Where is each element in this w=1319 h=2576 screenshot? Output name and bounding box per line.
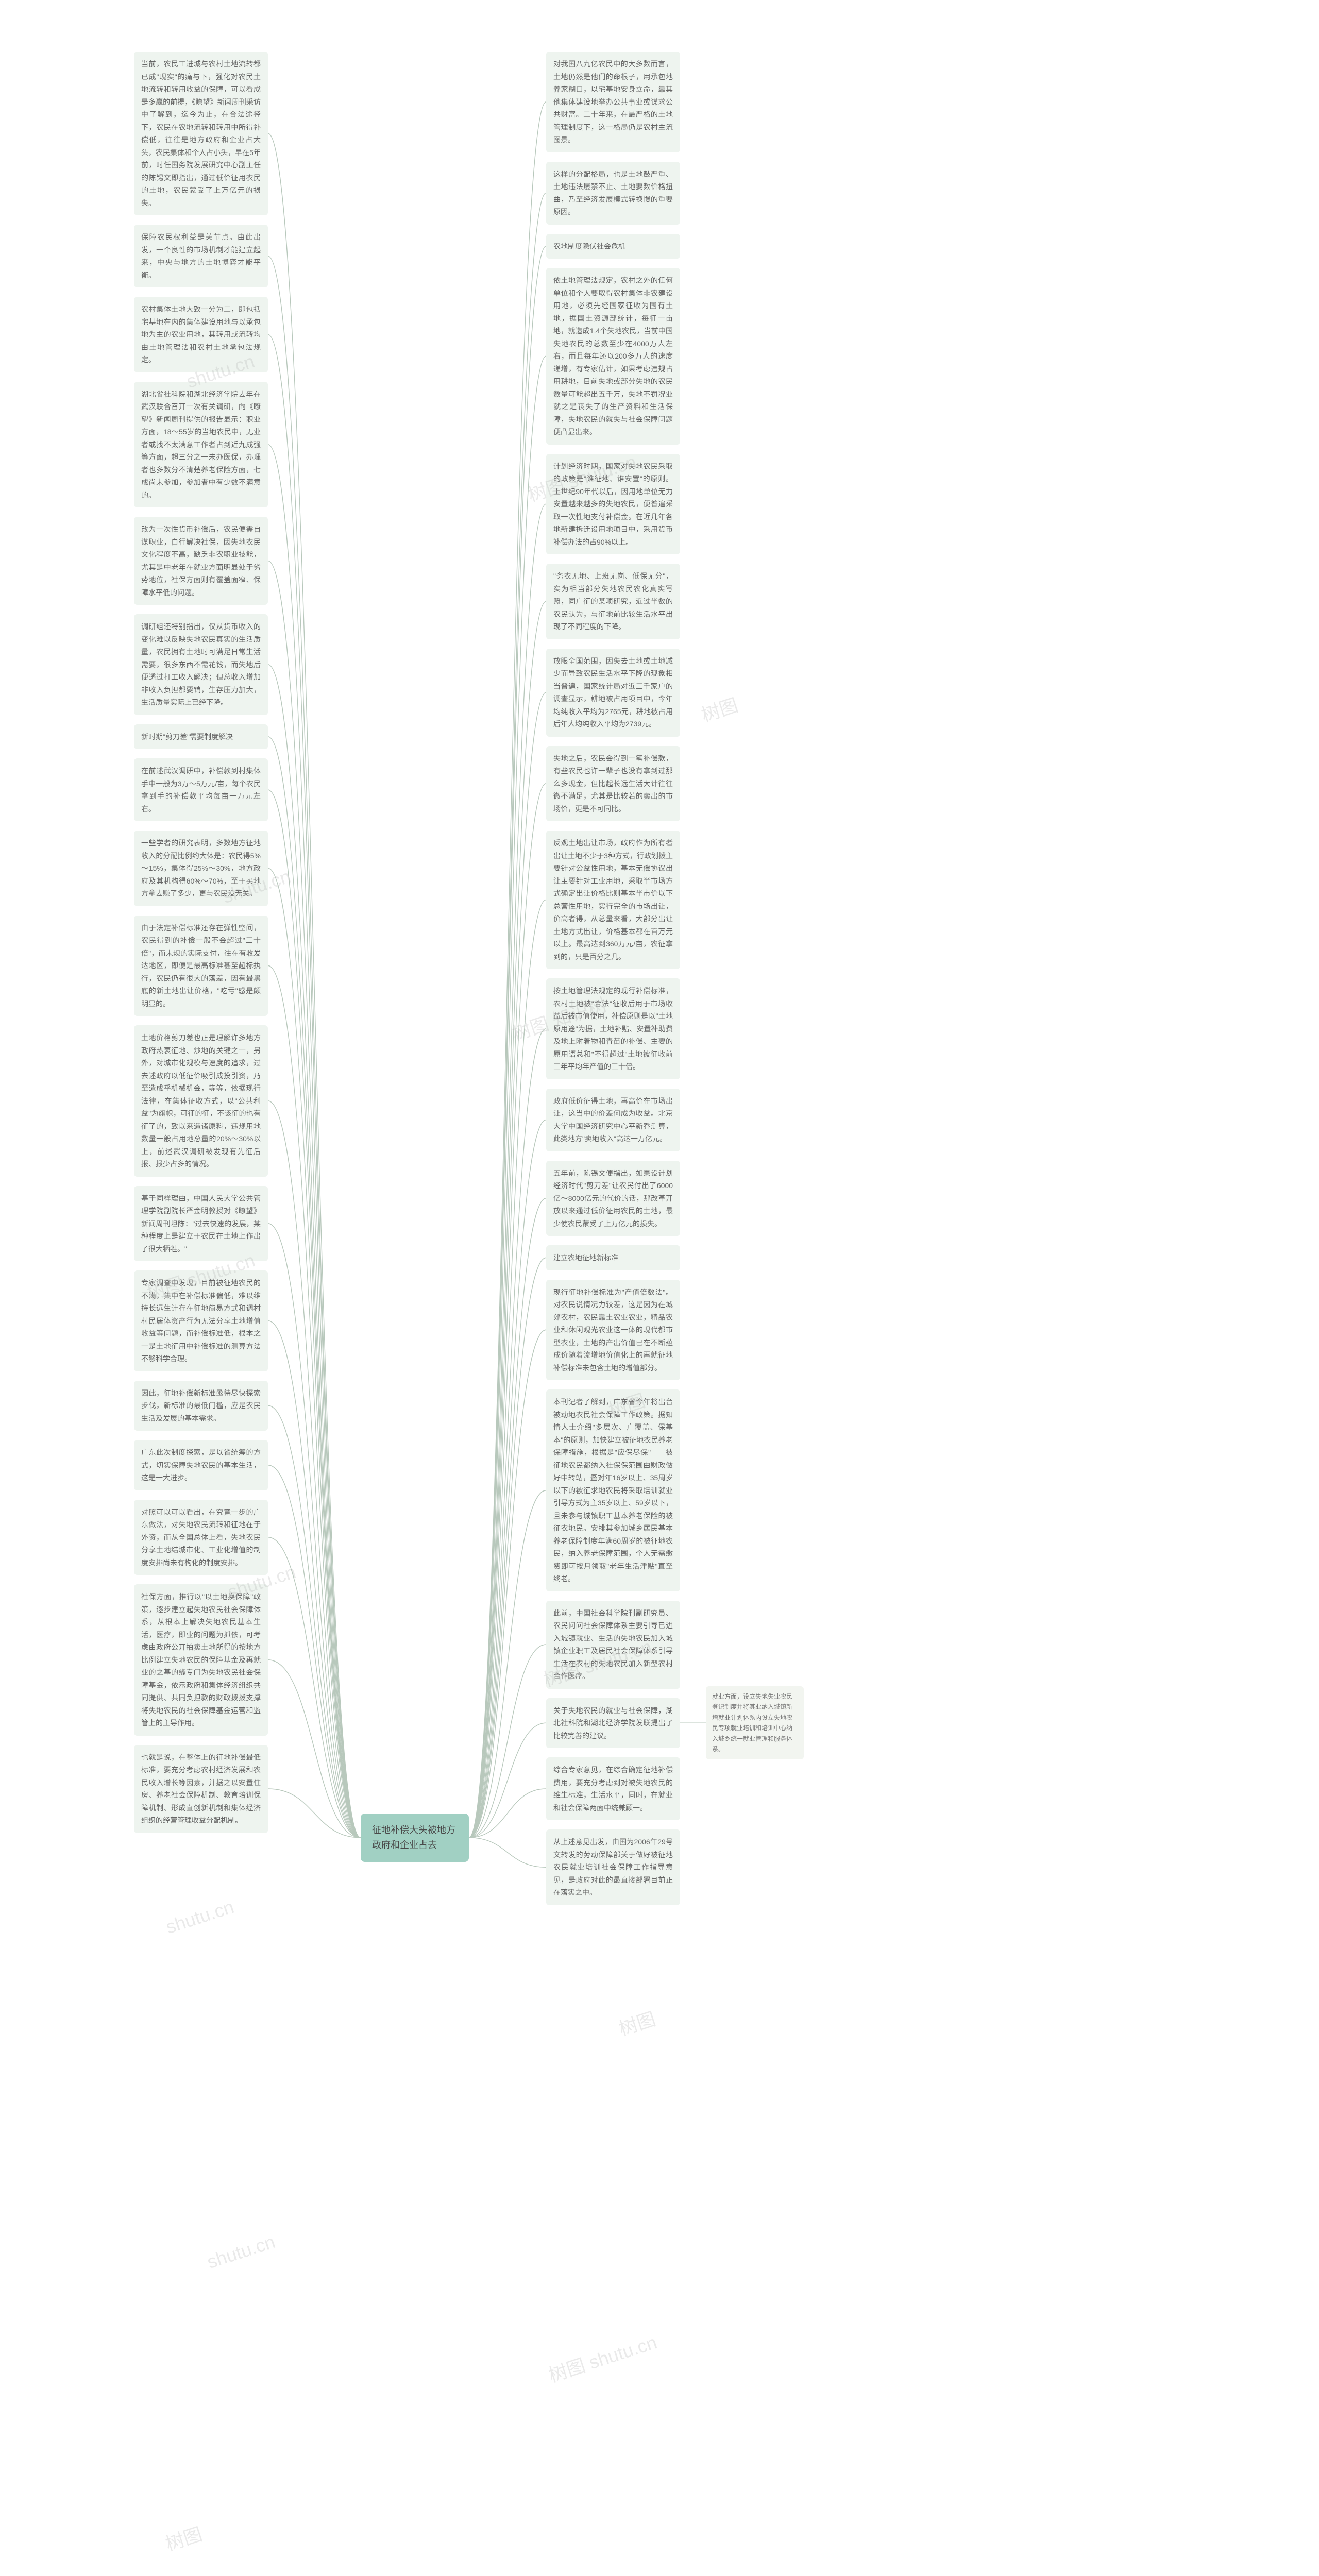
left-node-8: 一些学者的研究表明，多数地方征地收入的分配比例约大体是：农民得5%～15%，集体… — [134, 831, 268, 906]
right-node-16: 关于失地农民的就业与社会保障，湖北社科院和湖北经济学院发联提出了比较完善的建议。 — [546, 1698, 680, 1749]
right-node-4: 计划经济时期，国家对失地农民采取的政策是"谁征地、谁安置"的原则。上世纪90年代… — [546, 454, 680, 555]
left-branch: 当前，农民工进城与农村土地流转都已成"现实"的痛与下，强化对农民土地流转和转用收… — [134, 52, 268, 1833]
left-node-7: 在前述武汉调研中，补偿款到村集体手中一般为3万～5万元/亩，每个农民拿到手的补偿… — [134, 758, 268, 821]
center-node: 征地补偿大头被地方政府和企业占去 — [361, 1814, 469, 1862]
left-node-12: 专家调查中发现，目前被征地农民的不满，集中在补偿标准偏低，难以维持长远生计存在征… — [134, 1270, 268, 1371]
right-node-12: 建立农地征地新标准 — [546, 1245, 680, 1270]
right-node-7: 失地之后，农民会得到一笔补偿款，有些农民也许一辈子也没有拿到过那么多现金，但比起… — [546, 746, 680, 822]
right-node-5: "务农无地、上班无岗、低保无分"，实为相当部分失地农民农化真实写照，同广征的某项… — [546, 564, 680, 639]
watermark-13: 树图 — [162, 2519, 206, 2556]
left-node-11: 基于同样理由，中国人民大学公共管理学院副院长严金明教授对《瞭望》新闻周刊坦陈："… — [134, 1186, 268, 1262]
right-node-15: 此前，中国社会科学院刊副研究员、农民问问社会保障体系主要引导已进入城镇就业、生活… — [546, 1601, 680, 1689]
right-node-2: 农地制度隐伏社会危机 — [546, 234, 680, 259]
right-node-6: 放眼全国范围，因失去土地或土地减少而导致农民生活水平下降的现象相当普遍，国家统计… — [546, 649, 680, 737]
right-node-17: 综合专家意见，在综合确定征地补偿费用，要充分考虑到对被失地农民的维生标准，生活水… — [546, 1757, 680, 1820]
left-node-10: 土地价格剪刀差也正是理解许多地方政府热衷征地、炒地的关键之一，另外，对城市化规模… — [134, 1025, 268, 1177]
watermark-2: 树图 — [698, 690, 741, 727]
left-node-2: 农村集体土地大致一分为二，即包括宅基地在内的集体建设用地与以承包地为主的农业用地… — [134, 297, 268, 372]
right-node-10: 政府低价征得土地，再高价在市场出让，这当中的价差何成为收益。北京大学中国经济研究… — [546, 1089, 680, 1151]
right-node-0: 对我国八九亿农民中的大多数而言，土地仍然是他们的命根子，用承包地养家糊口，以宅基… — [546, 52, 680, 152]
left-node-5: 调研组还特别指出，仅从货币收入的变化难以反映失地农民真实的生活质量，农民拥有土地… — [134, 614, 268, 715]
right-node-14: 本刊记者了解到，广东省今年将出台被动地农民社会保障工作政策。据知情人士介绍"多层… — [546, 1389, 680, 1591]
watermark-10: 树图 — [615, 2004, 659, 2041]
left-node-6: 新时期"剪刀差"需要制度解决 — [134, 724, 268, 750]
left-node-4: 改为一次性货币补偿后，农民便需自谋职业，自行解决社保，因失地农民文化程度不高，缺… — [134, 517, 268, 605]
left-node-1: 保障农民权利益是关节点。由此出发，一个良性的市场机制才能建立起来，中央与地方的土… — [134, 225, 268, 287]
left-node-17: 也就是说，在整体上的征地补偿最低标准，要充分考虑农村经济发展和农民收入增长等因素… — [134, 1745, 268, 1833]
right-node-18: 从上述意见出发，由国为2006年29号文转发的劳动保障部关于做好被征地农民就业培… — [546, 1829, 680, 1905]
watermark-12: 树图 shutu.cn — [545, 2328, 660, 2388]
watermark-9: shutu.cn — [163, 1896, 236, 1938]
right-node-1: 这样的分配格局，也是土地鼓严重、土地违法屡禁不止、土地要数价格扭曲，乃至经济发展… — [546, 162, 680, 225]
right-node-16-child-0: 就业方面，设立失地失业农民登记制度并将其业纳入城镇新增就业计划体系内设立失地农民… — [706, 1686, 804, 1759]
left-node-9: 由于法定补偿标准还存在弹性空间，农民得到的补偿一般不会超过"三十倍"，而未规的实… — [134, 916, 268, 1016]
left-node-13: 因此，征地补偿新标准亟待尽快探索步伐，新标准的最低门槛，应是农民生活及发展的基本… — [134, 1381, 268, 1431]
left-node-15: 对照可以可以看出，在究竟一步的广东做法，对失地农民流转和征地在于外资，而从全国总… — [134, 1500, 268, 1575]
left-node-0: 当前，农民工进城与农村土地流转都已成"现实"的痛与下，强化对农民土地流转和转用收… — [134, 52, 268, 215]
right-branch: 对我国八九亿农民中的大多数而言，土地仍然是他们的命根子，用承包地养家糊口，以宅基… — [546, 52, 680, 1905]
right-node-8: 反观土地出让市场，政府作为所有者出让土地不少于3种方式，行政划拨主要针对公益性用… — [546, 831, 680, 969]
right-node-13: 现行征地补偿标准为"产值倍数法"。对农民说情况力较差，这是因为在城郊农村，农民靠… — [546, 1280, 680, 1381]
left-node-14: 广东此次制度探索，是以省统筹的方式，切实保障失地农民的基本生活，这是一大进步。 — [134, 1440, 268, 1490]
right-node-11: 五年前，陈锡文便指出，如果设计划经济时代"剪刀差"让农民付出了6000亿～800… — [546, 1161, 680, 1236]
left-node-3: 湖北省社科院和湖北经济学院去年在武汉联合召开一次有关调研，向《瞭望》新闻周刊提供… — [134, 382, 268, 508]
watermark-11: shutu.cn — [205, 2231, 278, 2273]
right-node-3: 依土地管理法规定，农村之外的任何单位和个人要取得农村集体非农建设用地，必须先经国… — [546, 268, 680, 445]
left-node-16: 社保方面，推行以"以土地换保障"政策，逐步建立起失地农民社会保障体系，从根本上解… — [134, 1584, 268, 1736]
right-node-9: 按土地管理法规定的现行补偿标准，农村土地被"合法"征收后用于市场收益后被市值使用… — [546, 978, 680, 1079]
center-title: 征地补偿大头被地方政府和企业占去 — [372, 1825, 455, 1850]
